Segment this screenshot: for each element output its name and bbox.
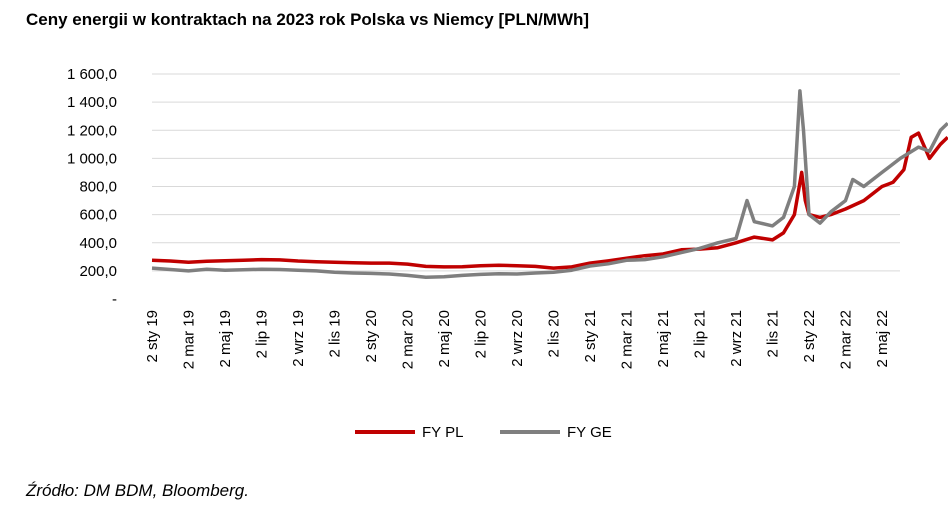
line-chart: - 200,0 400,0 600,0 800,0 1 000,0 1 200,0 1 400… bbox=[67, 66, 948, 441]
y-axis-ticks: - 200,0 400,0 600,0 800,0 1 000,0 1 200,0 1 400… bbox=[67, 66, 117, 308]
x-tick-label: 2 wrz 21 bbox=[728, 310, 745, 367]
x-axis-ticks: 2 sty 19 2 mar 19 2 maj 19 2 lip 19 2 wrz 19… bbox=[144, 310, 891, 369]
legend-label: FY PL bbox=[422, 424, 463, 441]
gridlines bbox=[152, 73, 900, 272]
x-tick-label: 2 mar 20 bbox=[400, 310, 417, 369]
x-tick-label: 2 mar 22 bbox=[838, 310, 855, 369]
series-line-fy-pl bbox=[151, 131, 948, 270]
y-tick-label: 1 400,0 bbox=[67, 94, 117, 111]
x-tick-label: 2 sty 19 bbox=[144, 310, 161, 363]
x-tick-label: 2 maj 20 bbox=[436, 310, 453, 368]
y-tick-label: - bbox=[112, 291, 117, 308]
x-tick-label: 2 wrz 19 bbox=[290, 310, 307, 367]
x-tick-label: 2 sty 22 bbox=[801, 310, 818, 363]
x-tick-label: 2 lip 19 bbox=[254, 310, 271, 358]
series-lines bbox=[151, 89, 948, 279]
y-tick-label: 1 000,0 bbox=[67, 150, 117, 167]
x-tick-label: 2 maj 21 bbox=[655, 310, 672, 368]
x-tick-label: 2 lis 20 bbox=[546, 310, 563, 358]
x-tick-label: 2 lip 21 bbox=[692, 310, 709, 358]
y-tick-label: 600,0 bbox=[79, 207, 117, 224]
y-tick-label: 400,0 bbox=[79, 235, 117, 252]
chart-title: Ceny energii w kontraktach na 2023 rok P… bbox=[26, 10, 590, 29]
x-tick-label: 2 mar 19 bbox=[181, 310, 198, 369]
x-tick-label: 2 wrz 20 bbox=[509, 310, 526, 367]
x-tick-label: 2 lip 20 bbox=[473, 310, 490, 358]
x-tick-label: 2 maj 22 bbox=[874, 310, 891, 368]
y-tick-label: 200,0 bbox=[79, 263, 117, 280]
y-tick-label: 1 600,0 bbox=[67, 66, 117, 83]
x-tick-label: 2 lis 21 bbox=[765, 310, 782, 358]
x-tick-label: 2 maj 19 bbox=[217, 310, 234, 368]
x-tick-label: 2 lis 19 bbox=[327, 310, 344, 358]
legend: FY PL FY GE bbox=[355, 424, 612, 441]
x-tick-label: 2 sty 20 bbox=[363, 310, 380, 363]
series-line-fy-ge bbox=[151, 89, 948, 279]
x-tick-label: 2 sty 21 bbox=[582, 310, 599, 363]
x-tick-label: 2 mar 21 bbox=[619, 310, 636, 369]
source-note: Źródło: DM BDM, Bloomberg. bbox=[26, 481, 249, 500]
y-tick-label: 1 200,0 bbox=[67, 122, 117, 139]
legend-label: FY GE bbox=[567, 424, 612, 441]
y-tick-label: 800,0 bbox=[79, 179, 117, 196]
